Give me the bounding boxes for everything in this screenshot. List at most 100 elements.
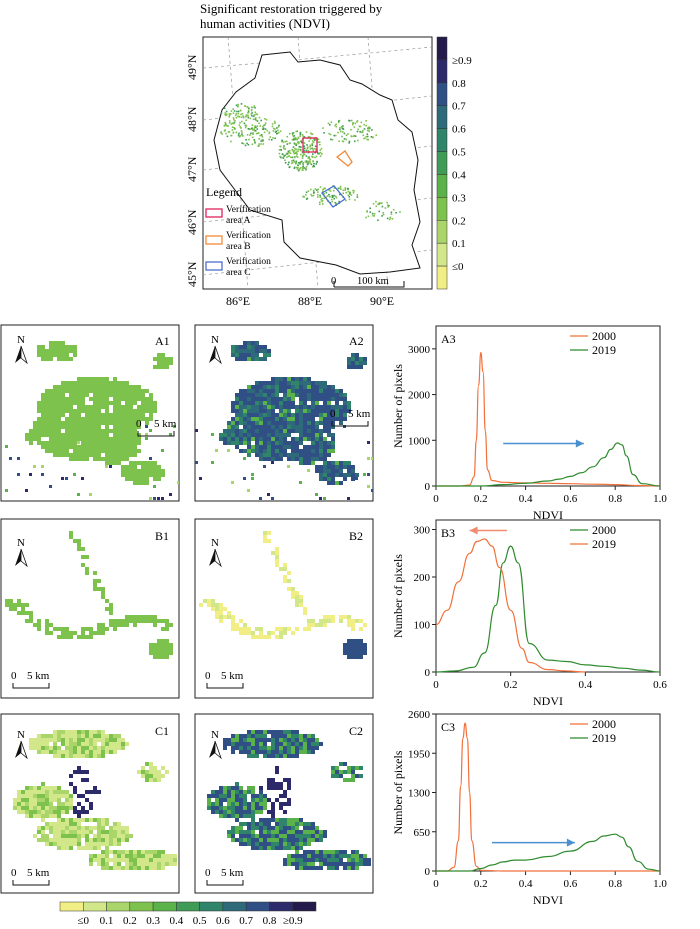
chart-panel-label: B3 <box>441 526 455 540</box>
y-tick-label: 1000 <box>408 435 431 447</box>
panel-scale-bar: 0 5 km <box>11 867 50 886</box>
panel-scale-bar: 0 5 km <box>205 670 244 689</box>
lat-label-49: 49°N <box>185 54 199 80</box>
bottom-colorbar: ≤0 0.1 0.2 0.3 0.4 0.5 0.6 0.7 0.8 ≥0.9 <box>59 901 317 927</box>
colorbar-label: ≥0.9 <box>283 915 303 927</box>
verification-area-a-box <box>302 137 318 153</box>
colorbar-swatch <box>269 901 293 912</box>
series-line-2019 <box>435 538 586 673</box>
colorbar-swatch <box>129 901 154 912</box>
legend-swatch-c <box>205 261 223 271</box>
y-tick-label: 0 <box>425 481 431 493</box>
x-axis-label: NDVI <box>533 694 563 708</box>
legend-label-2000: 2000 <box>592 329 616 343</box>
panel-scale-bar: 0 5 km <box>136 418 177 437</box>
lon-label-88: 88°E <box>298 294 322 308</box>
series-line-2019 <box>435 833 661 872</box>
series-line-2000 <box>436 351 661 487</box>
map-scale-label: 100 km <box>357 276 389 287</box>
legend-item-b-line2: area B <box>226 242 251 252</box>
y-tick-label: 1950 <box>408 748 431 760</box>
chart-c3: C3 0 0.2 0.4 0.6 0.8 1.0 0 650 1300 1950 2600 NDVI Nu… <box>391 709 667 907</box>
x-tick-label: 0 <box>433 878 439 890</box>
panel-scale-zero: 0 <box>205 670 211 682</box>
panel-scale-km: 5 km <box>27 670 50 682</box>
panel-scale-zero: 0 <box>136 418 142 430</box>
colorbar-label: 0.3 <box>146 915 160 927</box>
colorbar-label: ≤0 <box>77 915 89 927</box>
map-title-line2: human activities (NDVI) <box>200 16 330 31</box>
x-tick-label: 1.0 <box>653 878 667 890</box>
colorbar-label: 0.8 <box>263 915 277 927</box>
y-tick-label: 0 <box>425 667 431 679</box>
lat-label-48: 48°N <box>185 106 199 132</box>
x-tick-label: 0.6 <box>564 493 578 505</box>
series-line-2000 <box>435 545 661 673</box>
chart-a3: A3 0 0.2 0.4 0.6 0.8 1.0 0 1000 2000 3000 NDVI Numbe… <box>391 325 667 522</box>
panel-scale-bar: 0 5 km <box>11 670 50 689</box>
panel-a1: A1 <box>0 324 180 502</box>
overview-map: Significant restoration triggered by hum… <box>185 1 472 308</box>
colorbar-label: 0.1 <box>100 915 114 927</box>
lat-label-45: 45°N <box>185 261 199 287</box>
map-colorbar-label: 0.8 <box>452 78 466 90</box>
series-line-2000 <box>435 722 661 872</box>
map-colorbar-label: 0.3 <box>452 192 466 204</box>
map-scale-bar: 0 100 km <box>331 276 405 288</box>
y-axis-label: Number of pixels <box>391 364 405 448</box>
colorbar-label: 0.5 <box>193 915 207 927</box>
panel-scale-zero: 0 <box>11 867 17 879</box>
colorbar-swatch <box>83 901 107 912</box>
north-arrow-icon: N <box>209 537 222 568</box>
panel-a1-label: A1 <box>155 334 170 348</box>
panel-scale-km: 5 km <box>27 867 50 879</box>
y-tick-label: 100 <box>414 620 431 632</box>
legend-swatch-b <box>205 235 223 245</box>
chart-b3: B3 0 0.2 0.4 0.6 0 100 200 300 NDVI Number of pixe… <box>391 519 667 708</box>
panel-scale-km: 5 km <box>154 418 177 430</box>
north-arrow-icon: N <box>209 729 222 760</box>
map-colorbar-label: 0.6 <box>452 124 466 136</box>
north-label: N <box>211 334 219 346</box>
panel-c2-label: C2 <box>349 724 363 738</box>
panel-b2-label: B2 <box>349 529 363 543</box>
north-label: N <box>17 729 25 741</box>
map-colorbar-label: ≥0.9 <box>452 55 472 67</box>
x-tick-label: 0.8 <box>608 878 622 890</box>
panel-scale-bar: 0 5 km <box>330 408 371 427</box>
map-scale-zero: 0 <box>331 276 336 287</box>
panel-c2: C2 <box>194 713 374 894</box>
panel-overlays: N N N N N N 0 5 km 0 5 km 0 5 km 0 5 km 0 5 km 0 5 km <box>11 334 371 886</box>
map-colorbar: ≥0.9 0.8 0.7 0.6 0.5 0.4 0.3 0.2 0.1 ≤0 <box>436 36 472 290</box>
legend-label-2000: 2000 <box>592 717 616 731</box>
map-colorbar-label: 0.7 <box>452 101 466 113</box>
panel-scale-zero: 0 <box>205 867 211 879</box>
map-colorbar-label: ≤0 <box>452 261 464 273</box>
chart-panel-label: C3 <box>441 720 455 734</box>
plot-frame <box>435 519 661 673</box>
colorbar-swatch <box>199 901 224 912</box>
legend-item-a-line2: area A <box>226 216 251 226</box>
x-tick-label: 0.2 <box>474 493 488 505</box>
colorbar-label: 0.7 <box>239 915 253 927</box>
legend-label-2019: 2019 <box>592 343 616 357</box>
colorbar-label: 0.6 <box>216 915 230 927</box>
legend-item-c-line2: area C <box>226 268 251 278</box>
verification-area-b-box <box>335 150 353 167</box>
x-tick-label: 0.2 <box>504 679 518 691</box>
y-tick-label: 300 <box>414 525 431 537</box>
y-tick-label: 3000 <box>408 344 431 356</box>
map-colorbar-label: 0.4 <box>452 169 466 181</box>
lon-label-86: 86°E <box>226 294 250 308</box>
legend-label-2019: 2019 <box>592 731 616 745</box>
north-arrow-icon: N <box>15 334 28 365</box>
chart-panel-label: A3 <box>441 332 456 346</box>
north-arrow-icon: N <box>209 334 222 365</box>
x-tick-label: 0.6 <box>564 878 578 890</box>
y-tick-label: 1300 <box>408 788 431 800</box>
legend-item-b-line1: Verification <box>226 230 271 241</box>
legend-title: Legend <box>206 185 242 199</box>
lat-label-46: 46°N <box>185 209 199 235</box>
panel-scale-zero: 0 <box>330 408 336 420</box>
panel-b1: B1 <box>0 518 180 699</box>
